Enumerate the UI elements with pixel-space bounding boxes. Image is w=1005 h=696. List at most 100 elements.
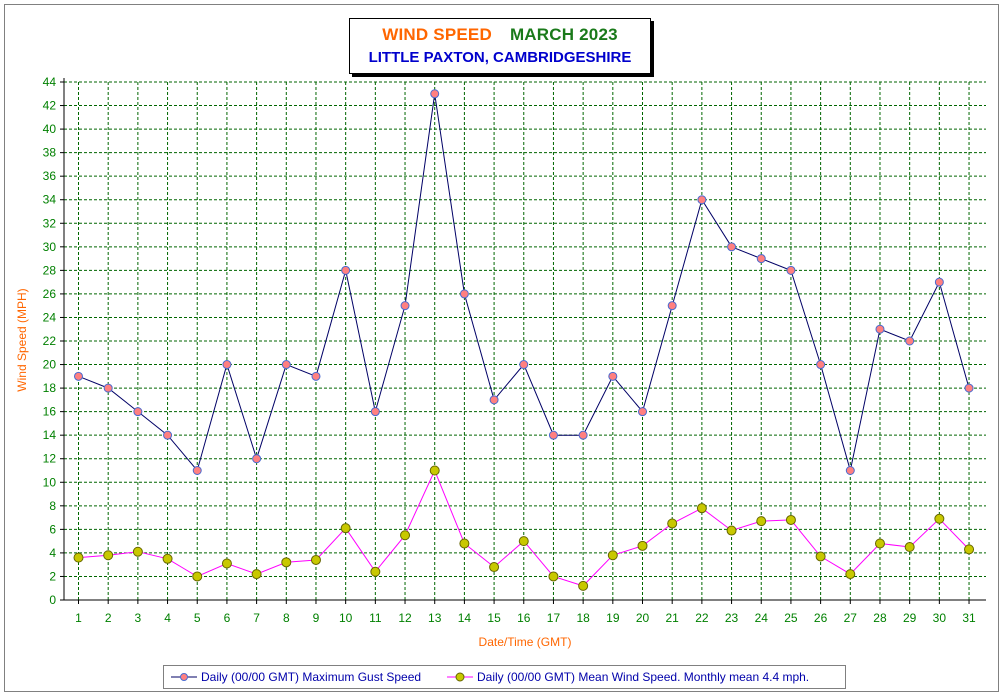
data-point-mean	[370, 566, 381, 577]
data-point-gust	[578, 430, 588, 440]
data-point-gust	[489, 395, 499, 405]
data-point-gust	[311, 371, 321, 381]
data-point-mean	[637, 540, 648, 551]
data-point-mean	[726, 525, 737, 536]
y-tick-label: 22	[43, 334, 57, 348]
x-tick-label: 24	[755, 611, 769, 625]
x-tick-label: 13	[428, 611, 442, 625]
y-tick-label: 34	[43, 193, 57, 207]
data-point-mean	[607, 550, 618, 561]
series-layer	[73, 89, 975, 591]
y-tick-label: 42	[43, 99, 57, 113]
data-point-mean	[696, 503, 707, 514]
axis-layer: 0246810121416182022242628303234363840424…	[43, 75, 986, 625]
data-point-gust	[192, 466, 202, 475]
data-point-gust	[133, 407, 143, 417]
legend-gust-label: Daily (00/00 GMT) Maximum Gust Speed	[201, 670, 422, 684]
data-point-mean	[756, 516, 767, 527]
data-point-mean	[221, 558, 232, 569]
data-point-mean	[162, 553, 173, 564]
data-point-mean	[934, 513, 945, 524]
x-tick-label: 3	[135, 611, 142, 625]
chart-title: WIND SPEED MARCH 2023	[350, 25, 650, 45]
legend-mean-swatch	[447, 672, 473, 682]
data-point-gust	[845, 466, 855, 475]
data-point-gust	[934, 277, 944, 287]
data-point-mean	[340, 523, 351, 534]
data-point-mean	[132, 546, 143, 557]
data-point-gust	[638, 407, 648, 417]
y-axis-title: Wind Speed (MPH)	[15, 288, 29, 391]
data-point-gust	[786, 265, 796, 275]
x-tick-label: 18	[576, 611, 590, 625]
data-point-gust	[370, 407, 380, 417]
x-tick-label: 23	[725, 611, 739, 625]
x-tick-label: 11	[369, 611, 382, 625]
y-tick-label: 30	[43, 240, 57, 254]
data-point-mean	[904, 542, 915, 553]
legend-mean-label: Daily (00/00 GMT) Mean Wind Speed. Month…	[477, 670, 810, 684]
x-tick-label: 22	[695, 611, 709, 625]
data-point-gust	[905, 336, 915, 346]
data-point-mean	[73, 552, 84, 563]
x-tick-label: 15	[487, 611, 501, 625]
grid-layer	[64, 81, 986, 600]
x-tick-label: 9	[313, 611, 320, 625]
y-tick-label: 36	[43, 169, 57, 183]
y-tick-label: 6	[49, 522, 56, 536]
legend: Daily (00/00 GMT) Maximum Gust Speed Dai…	[163, 665, 846, 689]
x-tick-label: 21	[666, 611, 680, 625]
x-tick-label: 7	[253, 611, 260, 625]
x-tick-label: 29	[903, 611, 917, 625]
y-tick-label: 2	[49, 569, 56, 583]
x-tick-label: 12	[398, 611, 412, 625]
x-tick-label: 20	[636, 611, 650, 625]
data-point-mean	[281, 557, 292, 568]
data-point-mean	[845, 569, 856, 580]
data-point-gust	[727, 242, 737, 252]
data-point-mean	[964, 544, 975, 555]
x-tick-label: 8	[283, 611, 290, 625]
data-point-mean	[874, 538, 885, 549]
x-tick-label: 5	[194, 611, 201, 625]
x-axis-title: Date/Time (GMT)	[479, 635, 572, 649]
y-tick-label: 40	[43, 122, 57, 136]
x-tick-label: 27	[844, 611, 858, 625]
data-point-mean	[667, 518, 678, 529]
y-tick-label: 10	[43, 475, 57, 489]
x-tick-label: 16	[517, 611, 531, 625]
data-point-mean	[192, 571, 203, 582]
data-point-mean	[548, 571, 559, 582]
x-tick-label: 25	[784, 611, 798, 625]
y-tick-label: 28	[43, 263, 57, 277]
chart-title-box: WIND SPEED MARCH 2023 LITTLE PAXTON, CAMB…	[349, 18, 651, 74]
data-point-gust	[400, 301, 410, 311]
y-tick-label: 12	[43, 452, 57, 466]
x-tick-label: 10	[339, 611, 353, 625]
data-point-gust	[459, 289, 469, 299]
x-tick-label: 4	[164, 611, 171, 625]
data-point-mean	[578, 580, 589, 591]
data-point-mean	[459, 538, 470, 549]
data-point-gust	[697, 195, 707, 205]
data-point-gust	[667, 301, 677, 311]
x-tick-label: 14	[458, 611, 472, 625]
y-tick-label: 26	[43, 287, 57, 301]
legend-gust-swatch	[171, 673, 197, 681]
chart-subtitle-location: LITTLE PAXTON, CAMBRIDGESHIRE	[368, 49, 632, 66]
x-tick-label: 2	[105, 611, 112, 625]
chart-frame	[4, 4, 999, 692]
y-tick-label: 14	[43, 428, 57, 442]
data-point-gust	[756, 254, 766, 264]
data-point-mean	[489, 562, 500, 573]
data-point-gust	[519, 360, 529, 370]
data-point-mean	[310, 554, 321, 565]
chart-title-measure: WIND SPEED	[382, 25, 492, 44]
x-tick-label: 28	[873, 611, 887, 625]
data-point-mean	[815, 551, 826, 562]
x-tick-label: 19	[606, 611, 620, 625]
y-tick-label: 18	[43, 381, 57, 395]
data-point-gust	[816, 360, 826, 370]
x-tick-label: 1	[75, 611, 82, 625]
